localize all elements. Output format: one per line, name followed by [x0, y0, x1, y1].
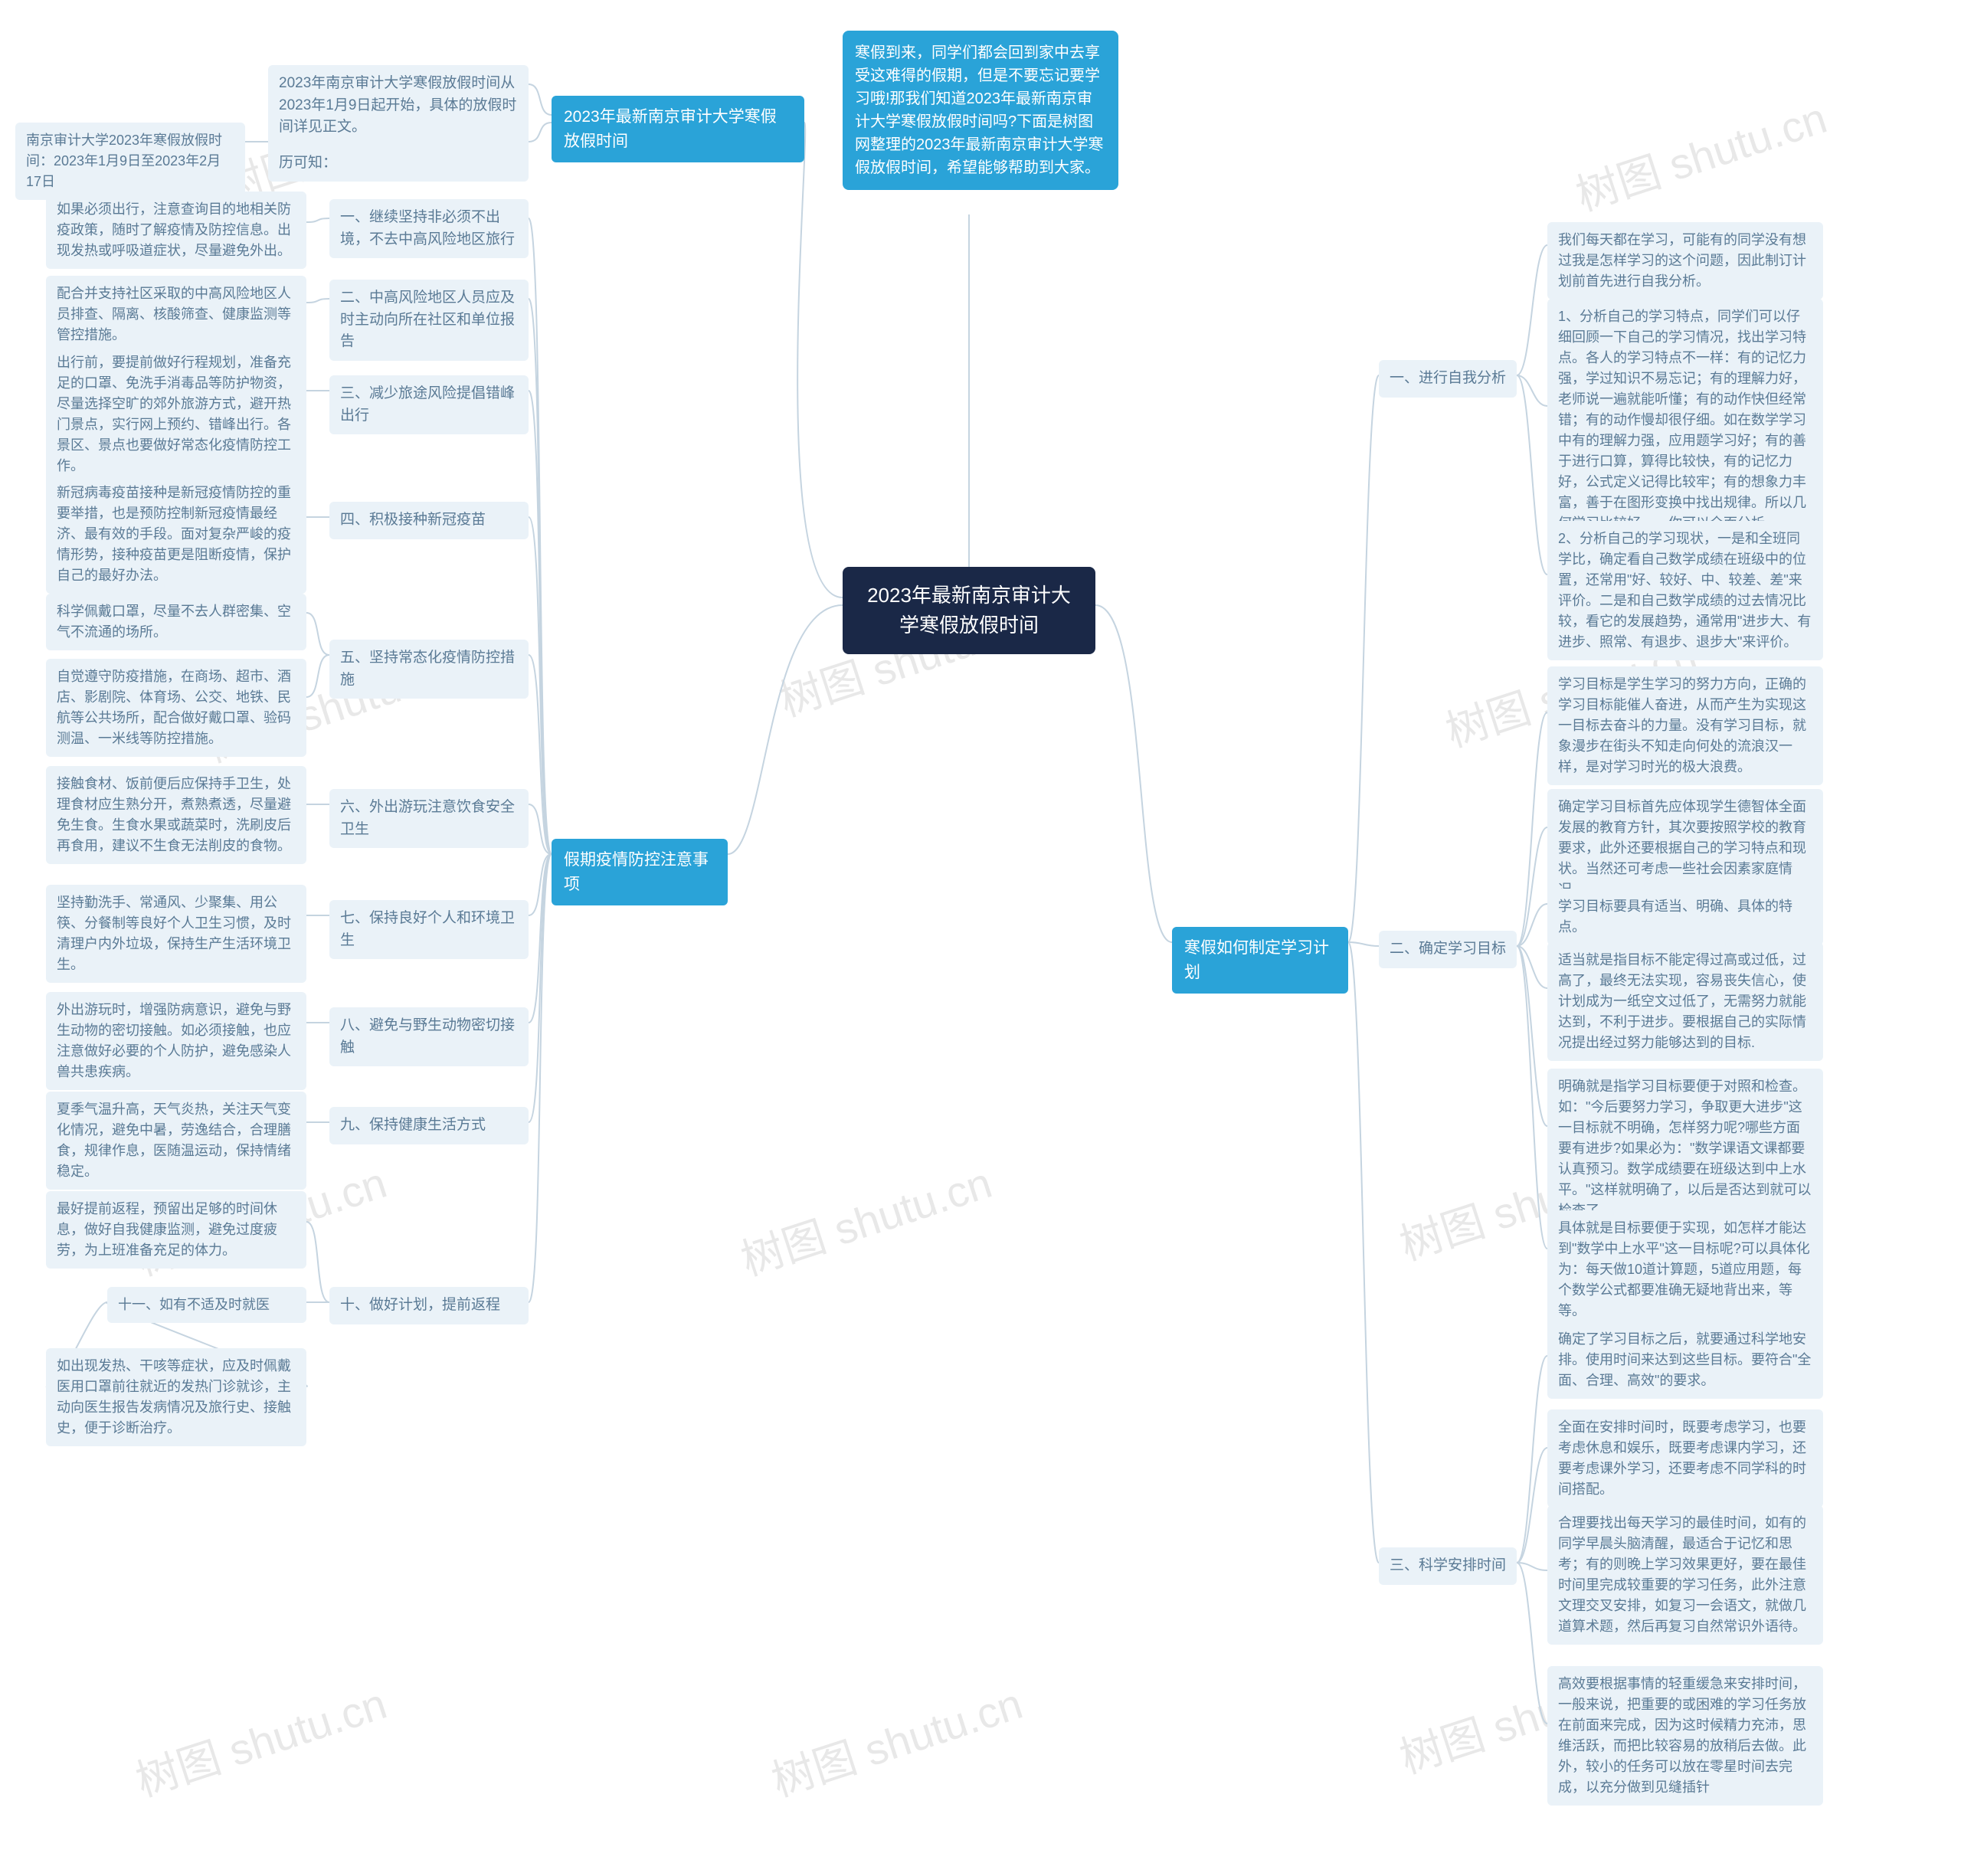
- right-mid-1: 二、确定学习目标: [1379, 931, 1517, 968]
- left-t2-leaf-2: 出行前，要提前做好行程规划，准备充足的口罩、免洗手消毒品等防护物资，尽量选择空旷…: [46, 345, 306, 484]
- watermark: 树图 shutu.cn: [732, 1149, 999, 1288]
- left-t2-mid-4: 五、坚持常态化疫情防控措施: [329, 640, 529, 699]
- left-t2-leaf-9a: 最好提前返程，预留出足够的时间休息，做好自我健康监测，避免过度疲劳，为上班准备充…: [46, 1191, 306, 1269]
- watermark: 树图 shutu.cn: [1567, 84, 1834, 224]
- left-t2-mid-2: 三、减少旅途风险提倡错峰出行: [329, 375, 529, 434]
- left-t1-leaf-0: 南京审计大学2023年寒假放假时间：2023年1月9日至2023年2月17日: [15, 123, 245, 200]
- right-mid-0: 一、进行自我分析: [1379, 360, 1517, 398]
- left-t1-mid-1: 2023年南京审计大学寒假放假时间从2023年1月9日起开始，具体的放假时间详见…: [268, 65, 529, 146]
- right-leaf-2-2: 合理要找出每天学习的最佳时间，如有的同学早晨头脑清醒，最适合于记忆和思考；有的则…: [1547, 1505, 1823, 1645]
- right-leaf-1-0: 学习目标是学生学习的努力方向，正确的学习目标能催人奋进，从而产生为实现这一目标去…: [1547, 666, 1823, 785]
- watermark: 树图 shutu.cn: [127, 1670, 394, 1809]
- right-leaf-1-3: 适当就是指目标不能定得过高或过低，过高了，最终无法实现，容易丧失信心，使计划成为…: [1547, 942, 1823, 1061]
- right-leaf-0-1: 1、分析自己的学习特点，同学们可以仔细回顾一下自己的学习情况，找出学习特点。各人…: [1547, 299, 1823, 542]
- left-t2-mid-7: 八、避免与野生动物密切接触: [329, 1007, 529, 1066]
- right-leaf-2-0: 确定了学习目标之后，就要通过科学地安排。使用时间来达到这些目标。要符合"全面、合…: [1547, 1321, 1823, 1399]
- left-t2-leaf-4a: 科学佩戴口罩，尽量不去人群密集、空气不流通的场所。: [46, 594, 306, 650]
- left-t2-leaf-9c: 如出现发热、干咳等症状，应及时佩戴医用口罩前往就近的发热门诊就诊，主动向医生报告…: [46, 1348, 306, 1446]
- watermark: 树图 shutu.cn: [763, 1670, 1030, 1809]
- left-t2-mid-1: 二、中高风险地区人员应及时主动向所在社区和单位报告: [329, 280, 529, 361]
- left-t2-leaf-8: 夏季气温升高，天气炎热，关注天气变化情况，避免中暑，劳逸结合，合理膳食，规律作息…: [46, 1092, 306, 1190]
- left-t2-mid-0: 一、继续坚持非必须不出境，不去中高风险地区旅行: [329, 199, 529, 258]
- right-topic: 寒假如何制定学习计划: [1172, 927, 1348, 994]
- root-node: 2023年最新南京审计大学寒假放假时间: [843, 567, 1095, 654]
- left-t2-mid-3: 四、积极接种新冠疫苗: [329, 502, 529, 539]
- right-leaf-1-4: 明确就是指学习目标要便于对照和检查。如："今后要努力学习，争取更大进步"这一目标…: [1547, 1069, 1823, 1229]
- right-leaf-2-1: 全面在安排时间时，既要考虑学习，也要考虑休息和娱乐，既要考虑课内学习，还要考虑课…: [1547, 1409, 1823, 1508]
- left-t2-leaf-4b: 自觉遵守防疫措施，在商场、超市、酒店、影剧院、体育场、公交、地铁、民航等公共场所…: [46, 659, 306, 757]
- left-t2-leaf-5: 接触食材、饭前便后应保持手卫生，处理食材应生熟分开，煮熟煮透，尽量避免生食。生食…: [46, 766, 306, 864]
- left-t2-leaf-7: 外出游玩时，增强防病意识，避免与野生动物的密切接触。如必须接触，也应注意做好必要…: [46, 992, 306, 1090]
- right-leaf-0-0: 我们每天都在学习，可能有的同学没有想过我是怎样学习的这个问题，因此制订计划前首先…: [1547, 222, 1823, 300]
- left-t2-leaf-6: 坚持勤洗手、常通风、少聚集、用公筷、分餐制等良好个人卫生习惯，及时清理户内外垃圾…: [46, 885, 306, 983]
- left-topic-1: 2023年最新南京审计大学寒假放假时间: [552, 96, 804, 162]
- left-t2-leaf-0: 如果必须出行，注意查询目的地相关防疫政策，随时了解疫情及防控信息。出现发热或呼吸…: [46, 192, 306, 269]
- right-leaf-0-2: 2、分析自己的学习现状，一是和全班同学比，确定看自己数学成绩在班级中的位置，还常…: [1547, 521, 1823, 660]
- left-t2-mid-5: 六、外出游玩注意饮食安全卫生: [329, 789, 529, 848]
- left-t2-mid-8: 九、保持健康生活方式: [329, 1107, 529, 1144]
- left-t2-mid-9: 十、做好计划，提前返程: [329, 1287, 529, 1324]
- left-t2-leaf-1: 配合并支持社区采取的中高风险地区人员排查、隔离、核酸筛查、健康监测等管控措施。: [46, 276, 306, 353]
- right-leaf-1-5: 具体就是目标要便于实现，如怎样才能达到"数学中上水平"这一目标呢?可以具体化为：…: [1547, 1210, 1823, 1329]
- left-t2-leaf-9b: 十一、如有不适及时就医: [107, 1287, 306, 1323]
- left-t2-leaf-3: 新冠病毒疫苗接种是新冠疫情防控的重要举措，也是预防控制新冠疫情最经济、最有效的手…: [46, 475, 306, 594]
- right-mid-2: 三、科学安排时间: [1379, 1547, 1517, 1585]
- left-t2-mid-6: 七、保持良好个人和环境卫生: [329, 900, 529, 959]
- intro-node: 寒假到来，同学们都会回到家中去享受这难得的假期，但是不要忘记要学习哦!那我们知道…: [843, 31, 1118, 190]
- right-leaf-2-3: 高效要根据事情的轻重缓急来安排时间，一般来说，把重要的或困难的学习任务放在前面来…: [1547, 1666, 1823, 1806]
- right-leaf-1-2: 学习目标要具有适当、明确、具体的特点。: [1547, 889, 1823, 945]
- left-topic-2: 假期疫情防控注意事项: [552, 839, 728, 905]
